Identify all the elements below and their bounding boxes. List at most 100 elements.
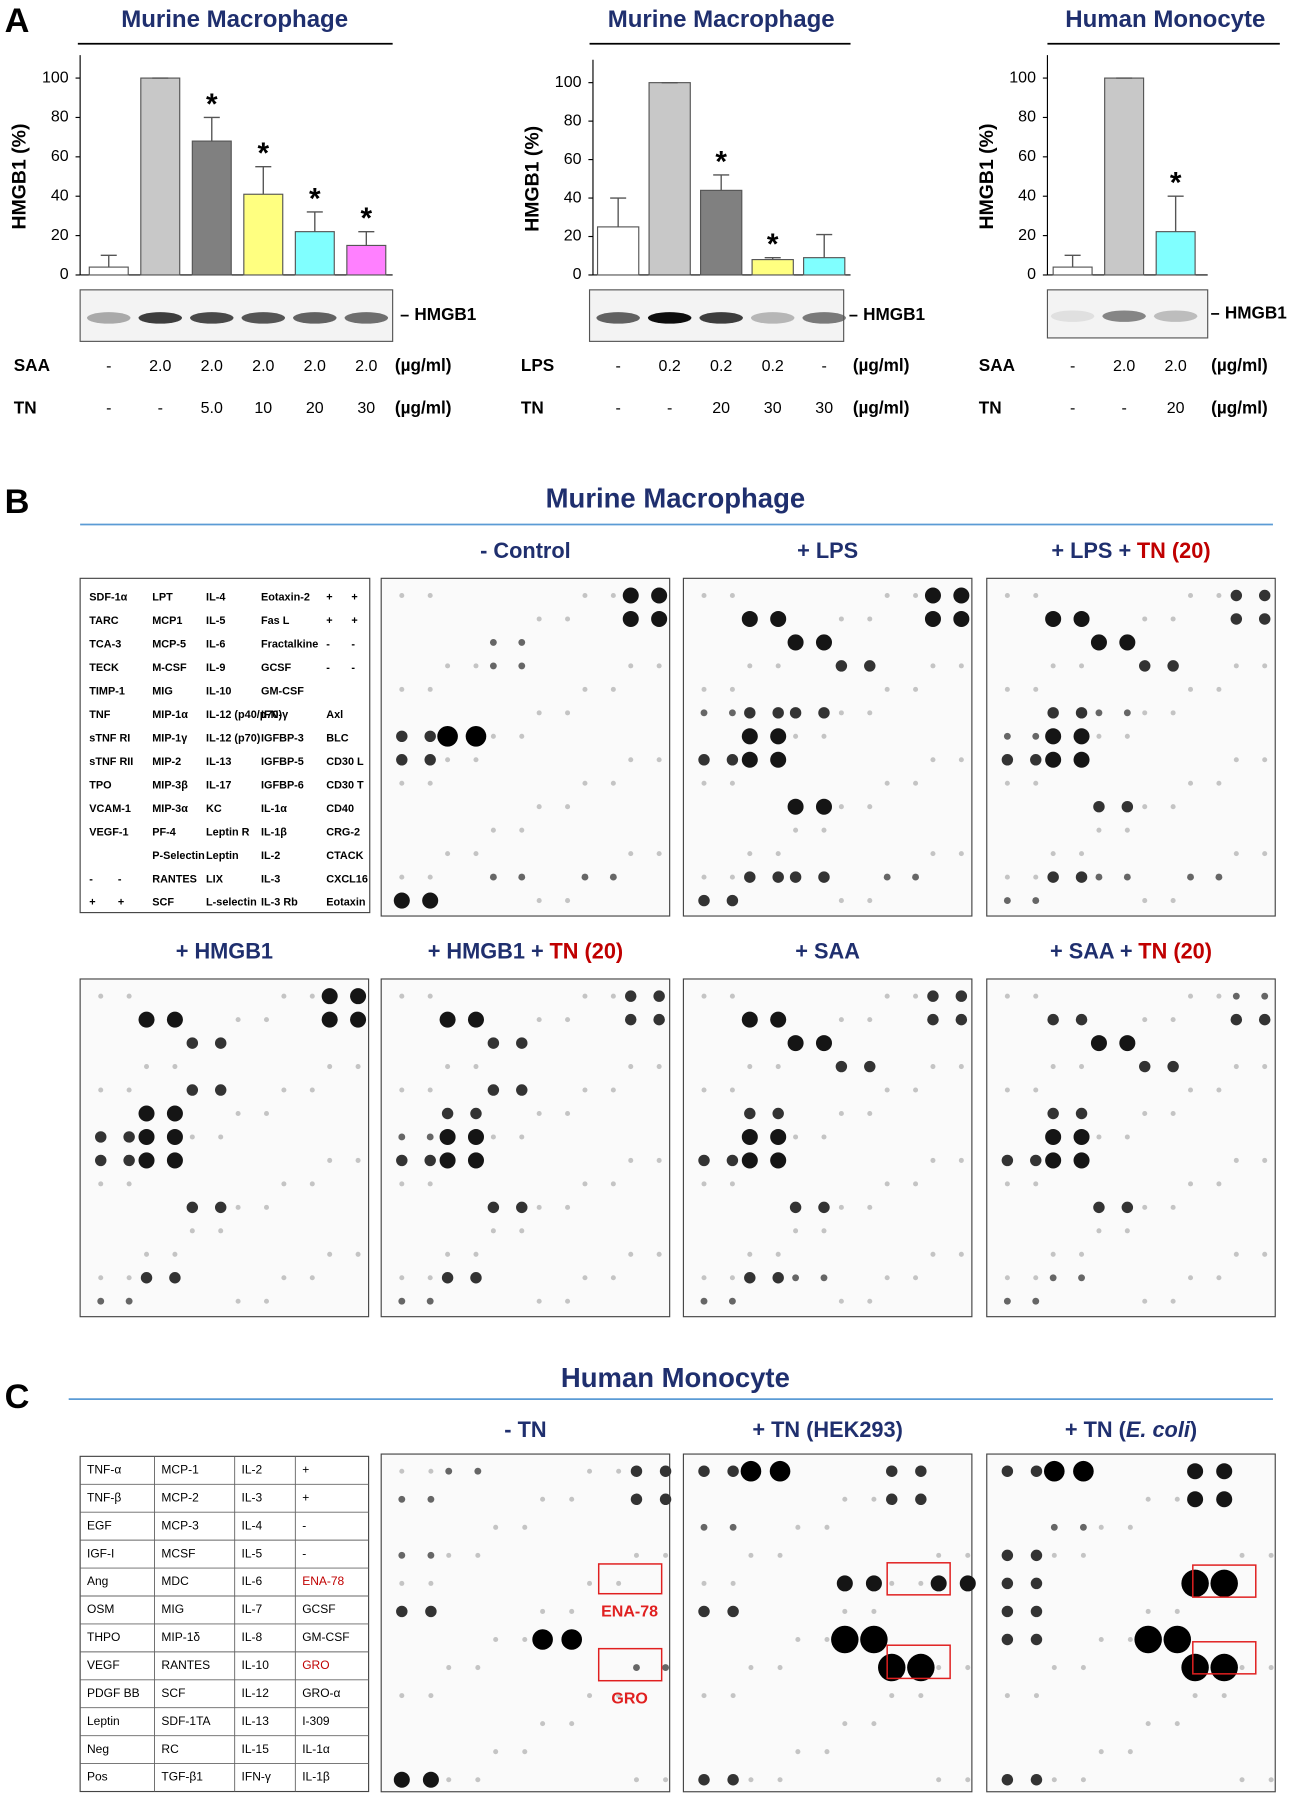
array-spot: [1032, 1297, 1040, 1305]
array-spot-faint: [565, 1298, 571, 1304]
bar: [1104, 77, 1145, 276]
y-tick-label: 60: [51, 147, 69, 165]
table-cell: IFN-γ: [242, 1770, 271, 1784]
array-spot-faint: [281, 1275, 287, 1281]
array-spot: [744, 707, 756, 719]
array-spot: [1050, 1523, 1058, 1531]
array-spot-faint: [842, 1608, 848, 1614]
title-part: + TN (: [1065, 1417, 1127, 1442]
array-spot-faint: [1004, 780, 1010, 786]
array-spot-faint: [1145, 1496, 1151, 1502]
array-spot-faint: [399, 993, 405, 999]
array-spot-faint: [427, 780, 433, 786]
array-spot-faint: [867, 1017, 873, 1023]
array-spot-faint: [428, 1580, 434, 1586]
array-spot-faint: [958, 663, 964, 669]
table-cell: TNF-α: [87, 1462, 121, 1476]
key-cell: IGFBP-5: [261, 756, 304, 768]
bar: [1052, 266, 1093, 276]
key-cell: IL-5: [206, 615, 225, 627]
array-spot-faint: [871, 1496, 877, 1502]
table-cell: IL-5: [242, 1546, 263, 1560]
array-spot: [138, 1152, 155, 1169]
title-part: + TN (HEK293): [752, 1417, 902, 1442]
array-spot-faint: [884, 1275, 890, 1281]
array-spot-faint: [98, 1181, 104, 1187]
array-spot: [1095, 709, 1103, 717]
array-spot-faint: [1004, 1693, 1010, 1699]
array-spot: [426, 1297, 434, 1305]
array-spot-faint: [1096, 1228, 1102, 1234]
key-cell: IL-1α: [261, 803, 287, 815]
array-spot: [744, 1107, 756, 1120]
array-spot-faint: [582, 993, 588, 999]
array-spot: [818, 707, 830, 719]
array-spot-faint: [936, 1665, 942, 1671]
key-cell: MIP-3β: [152, 779, 188, 791]
array-spot: [1095, 873, 1103, 881]
array-spot-faint: [427, 686, 433, 692]
key-cell: MIP-3α: [152, 803, 188, 815]
array-image: [986, 978, 1276, 1318]
array-spot-faint: [1096, 1134, 1102, 1140]
array-spot-faint: [795, 1749, 801, 1755]
key-cell: IGFBP-6: [261, 779, 304, 791]
array-spot: [439, 1128, 456, 1145]
array-spot: [789, 707, 802, 719]
array-spot-faint: [1004, 993, 1010, 999]
array-spot-faint: [519, 827, 525, 833]
array-spot: [741, 751, 758, 768]
array-spot: [741, 1152, 758, 1169]
bar: [294, 231, 335, 276]
panel-label: B: [5, 483, 30, 521]
bar: [596, 226, 640, 276]
array-spot: [1123, 709, 1131, 717]
array-spot-faint: [656, 851, 662, 857]
array-spot: [789, 1201, 802, 1214]
key-cell: TECK: [89, 662, 119, 674]
array-spot-faint: [263, 1110, 270, 1117]
array-spot-faint: [1127, 1749, 1133, 1755]
key-cell: -: [326, 662, 330, 674]
key-cell: KC: [206, 803, 222, 815]
array-spot: [321, 988, 338, 1005]
array-spot-faint: [965, 1777, 971, 1783]
array-spot-faint: [824, 1749, 830, 1755]
condition-name: SAA: [14, 355, 50, 375]
array-spot-faint: [582, 592, 588, 599]
array-spot-faint: [729, 592, 735, 599]
array-spot: [1073, 610, 1090, 627]
y-tick-label: 20: [51, 226, 69, 244]
array-spot-faint: [610, 1181, 616, 1187]
array-spot: [1121, 800, 1134, 813]
key-cell: IGFBP-3: [261, 732, 304, 744]
array-spot-faint: [490, 1228, 496, 1234]
array-image: [79, 978, 370, 1318]
table-cell: VEGF: [87, 1658, 120, 1672]
condition-level: -: [1070, 357, 1075, 375]
condition-unit: (µg/ml): [1211, 355, 1268, 375]
array-spot-faint: [748, 1552, 754, 1558]
array-spot-faint: [536, 804, 542, 810]
condition-level: 0.2: [710, 357, 732, 375]
array-spot: [396, 730, 408, 743]
panel-label: A: [5, 2, 30, 40]
array-spot: [864, 660, 876, 672]
key-cell: IL-12 (p70): [206, 732, 261, 744]
y-tick-label: 100: [555, 73, 582, 91]
array-image: [380, 978, 671, 1318]
bar: [803, 257, 846, 276]
key-cell: IL-4: [206, 592, 225, 604]
array-spot-faint: [1142, 1204, 1148, 1210]
y-tick-label: 80: [564, 111, 582, 129]
array-spot: [772, 871, 784, 883]
blot-band: [344, 312, 389, 324]
array-spot: [741, 1128, 758, 1145]
panel-title: Murine Macrophage: [546, 483, 805, 514]
highlight-box: [1192, 1564, 1257, 1598]
array-spot-faint: [729, 1181, 735, 1187]
array-spot-faint: [355, 1064, 361, 1070]
array-spot: [1030, 754, 1042, 766]
array-spot: [123, 1154, 135, 1167]
significance-mark: *: [206, 88, 218, 121]
